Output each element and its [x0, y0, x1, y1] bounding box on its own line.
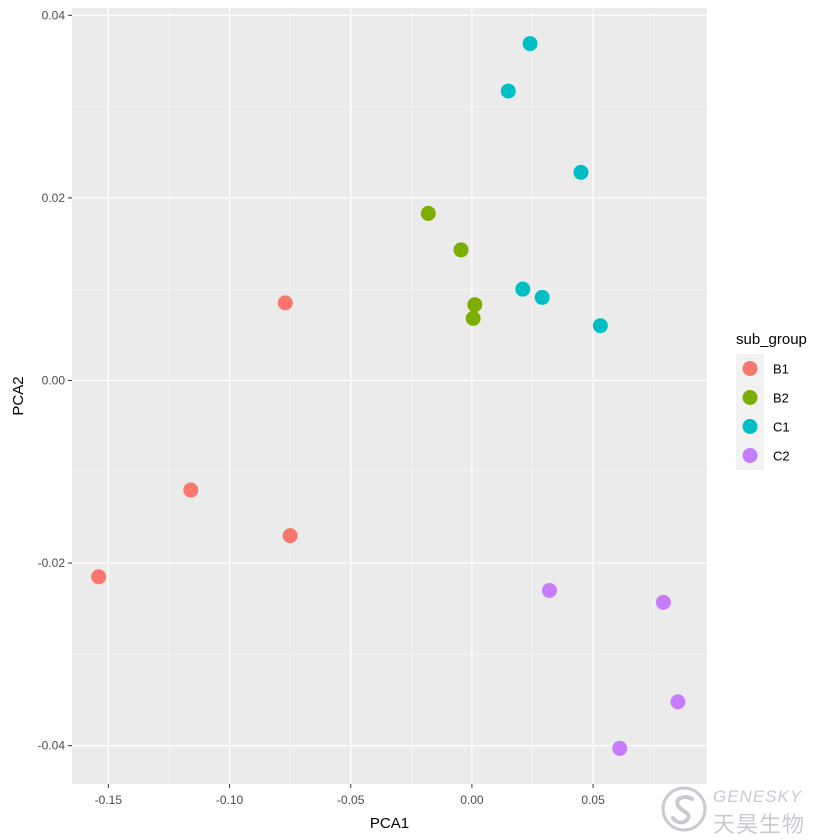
panel-background — [72, 8, 707, 784]
legend-items: B1 B2 C1 C2 — [736, 354, 790, 470]
x-tick-label: -0.15 — [95, 793, 123, 807]
x-tick-label: -0.05 — [337, 793, 365, 807]
y-axis-ticks: -0.04 -0.02 0.00 0.02 0.04 — [38, 8, 72, 753]
legend-key-c1 — [742, 419, 758, 434]
legend-key-c2 — [742, 448, 758, 463]
data-points — [91, 36, 686, 756]
grid-minor — [72, 8, 707, 784]
y-tick-label: 0.04 — [42, 8, 66, 22]
data-point-b1 — [91, 569, 107, 585]
data-point-b2 — [465, 310, 481, 326]
legend-title: sub_group — [736, 331, 807, 348]
y-axis-title: PCA2 — [10, 376, 27, 415]
data-point-c1 — [573, 164, 589, 180]
legend-label-b1: B1 — [773, 362, 789, 377]
legend-key-b1 — [742, 361, 758, 376]
legend-label-c2: C2 — [773, 449, 790, 464]
data-point-b2 — [467, 297, 483, 313]
data-point-c2 — [655, 594, 671, 610]
legend: sub_group B1 B2 C1 C2 — [736, 331, 807, 470]
legend-key-b2 — [742, 390, 758, 405]
legend-label-b2: B2 — [773, 391, 789, 406]
y-tick-label: 0.00 — [42, 373, 66, 387]
data-point-c1 — [592, 318, 608, 334]
data-point-c1 — [515, 281, 531, 297]
data-point-c2 — [541, 582, 557, 598]
data-point-b1 — [183, 482, 199, 498]
y-tick-label: 0.02 — [42, 191, 66, 205]
data-point-b2 — [453, 242, 469, 258]
data-point-c1 — [534, 289, 550, 305]
genesky-watermark: GENESKY 天昊生物 — [660, 783, 825, 837]
x-tick-label: 0.00 — [460, 793, 484, 807]
data-point-c2 — [612, 740, 628, 756]
x-axis-ticks: -0.15 -0.10 -0.05 0.00 0.05 — [95, 784, 605, 807]
data-point-c2 — [670, 694, 686, 710]
y-tick-label: -0.04 — [38, 739, 66, 753]
y-tick-label: -0.02 — [38, 556, 66, 570]
data-point-b1 — [277, 295, 293, 311]
x-tick-label: 0.05 — [581, 793, 605, 807]
data-point-b1 — [282, 528, 298, 544]
x-axis-title: PCA1 — [370, 815, 409, 832]
genesky-logo-icon — [661, 786, 707, 832]
watermark-brand-cn: 天昊生物 — [713, 812, 806, 837]
watermark-brand-en: GENESKY — [713, 787, 803, 806]
x-tick-label: -0.10 — [216, 793, 244, 807]
grid-major — [72, 8, 707, 784]
legend-label-c1: C1 — [773, 420, 790, 435]
data-point-c1 — [522, 36, 538, 52]
data-point-c1 — [500, 83, 516, 99]
data-point-b2 — [420, 205, 436, 221]
